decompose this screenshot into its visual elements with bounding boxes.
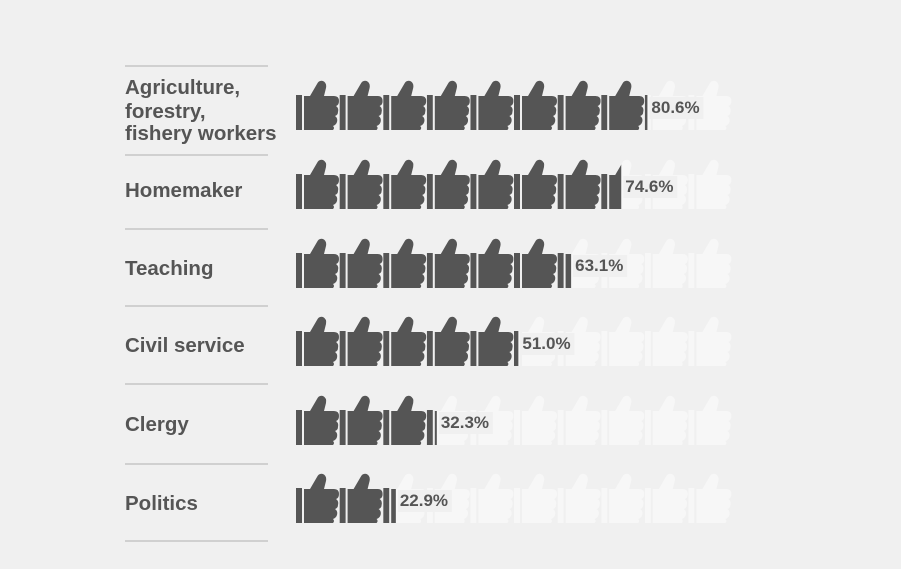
value-label: 63.1%	[575, 256, 623, 275]
thumbs-up-icon-filled	[426, 80, 470, 130]
thumbs-up-icon-filled	[339, 316, 383, 366]
value-label-bg	[397, 490, 452, 512]
thumbs-up-icon-filled	[296, 473, 339, 523]
thumbs-up-icon-empty	[644, 395, 688, 445]
value-label-bg	[623, 176, 678, 198]
value-label-bg	[573, 255, 628, 277]
thumbs-up-icon-filled	[557, 80, 601, 130]
value-label-bg	[438, 412, 493, 434]
value-label: 74.6%	[625, 177, 673, 196]
thumbs-up-icon-filled	[383, 238, 427, 288]
thumbs-up-icon-filled	[296, 316, 339, 366]
thumbs-up-icon-empty	[557, 395, 601, 445]
thumbs-up-icon-empty	[644, 316, 688, 366]
thumbs-up-icon-filled	[296, 159, 339, 209]
value-label: 22.9%	[400, 491, 448, 510]
thumbs-up-icon-empty	[644, 238, 688, 288]
value-label-bg	[649, 97, 704, 119]
thumbs-up-icon-filled	[470, 316, 514, 366]
thumbs-up-icon-filled	[470, 238, 514, 288]
value-label-bg	[520, 333, 575, 355]
category-label-line: Politics	[125, 492, 198, 515]
thumbs-up-icon-filled	[296, 80, 339, 130]
category-label: Agriculture, forestry, fishery workers	[125, 76, 277, 145]
thumbs-up-icon-filled	[383, 395, 427, 445]
chart-row: Homemaker 74.6%	[125, 159, 732, 209]
thumbs-up-icon-empty	[601, 395, 645, 445]
chart-row: Politics 22.9%	[125, 473, 732, 523]
thumbs-up-icon-empty	[688, 238, 732, 288]
category-label-line: forestry,	[125, 100, 206, 123]
category-label: Teaching	[125, 257, 213, 280]
thumbs-up-icon-filled	[339, 238, 383, 288]
chart-row: Agriculture, forestry, fishery workers 80.6…	[125, 76, 732, 145]
category-label: Clergy	[125, 413, 189, 436]
thumbs-up-icon-filled	[383, 80, 427, 130]
thumbs-up-icon-filled	[426, 159, 470, 209]
thumbs-up-icon-empty	[688, 473, 732, 523]
thumbs-up-icon-empty	[601, 473, 645, 523]
thumbs-up-icon-filled	[339, 473, 383, 523]
thumbs-up-icon-empty	[644, 473, 688, 523]
thumbs-up-icon-filled	[296, 395, 339, 445]
thumbs-up-icon-filled	[426, 238, 470, 288]
thumbs-up-icon-empty	[601, 316, 645, 366]
chart-rows: Agriculture, forestry, fishery workers 80.6…	[125, 76, 732, 523]
value-label: 32.3%	[441, 413, 489, 432]
thumbs-up-icon-empty	[470, 473, 514, 523]
category-label: Homemaker	[125, 179, 242, 202]
filled-icons	[296, 316, 519, 366]
category-label-line: Clergy	[125, 413, 189, 436]
category-label: Civil service	[125, 334, 245, 357]
category-label-line: Homemaker	[125, 179, 242, 202]
thumbs-up-icon-filled	[514, 238, 557, 288]
thumbs-up-icon-filled	[339, 80, 383, 130]
thumbs-up-icon-empty	[688, 316, 732, 366]
thumbs-up-icon-filled	[339, 159, 383, 209]
thumbs-up-icon-filled	[339, 395, 383, 445]
filled-icons	[296, 80, 648, 130]
thumbs-up-icon-filled	[470, 80, 514, 130]
category-label: Politics	[125, 492, 198, 515]
thumbs-up-icon-filled	[514, 159, 557, 209]
thumbs-up-icon-filled	[557, 159, 601, 209]
thumbs-up-icon-empty	[514, 395, 557, 445]
chart-row: Civil service 51.0%	[125, 316, 732, 366]
thumbs-up-icon-filled	[601, 80, 645, 130]
row-dividers	[125, 65, 268, 542]
value-label: 51.0%	[522, 334, 570, 353]
chart-row: Clergy 32.3%	[125, 395, 732, 445]
category-label-line: fishery workers	[125, 122, 277, 145]
category-label-line: Teaching	[125, 257, 213, 280]
thumbs-up-icon-filled	[426, 316, 470, 366]
thumbs-up-icon-filled	[383, 316, 427, 366]
value-label: 80.6%	[651, 98, 699, 117]
thumbs-up-icon-empty	[688, 159, 732, 209]
thumbs-up-icon-filled	[383, 159, 427, 209]
filled-icons	[296, 238, 572, 288]
category-label-line: Agriculture,	[125, 76, 240, 99]
thumbs-up-icon-empty	[557, 473, 601, 523]
thumbs-up-icon-empty	[688, 395, 732, 445]
filled-icons	[296, 159, 622, 209]
thumbs-up-icon-filled	[296, 238, 339, 288]
thumbs-up-icon-filled	[470, 159, 514, 209]
thumbs-up-icon-filled	[514, 80, 557, 130]
chart-row: Teaching 63.1%	[125, 238, 732, 288]
category-label-line: Civil service	[125, 334, 245, 357]
thumbs-up-icon-empty	[514, 473, 557, 523]
